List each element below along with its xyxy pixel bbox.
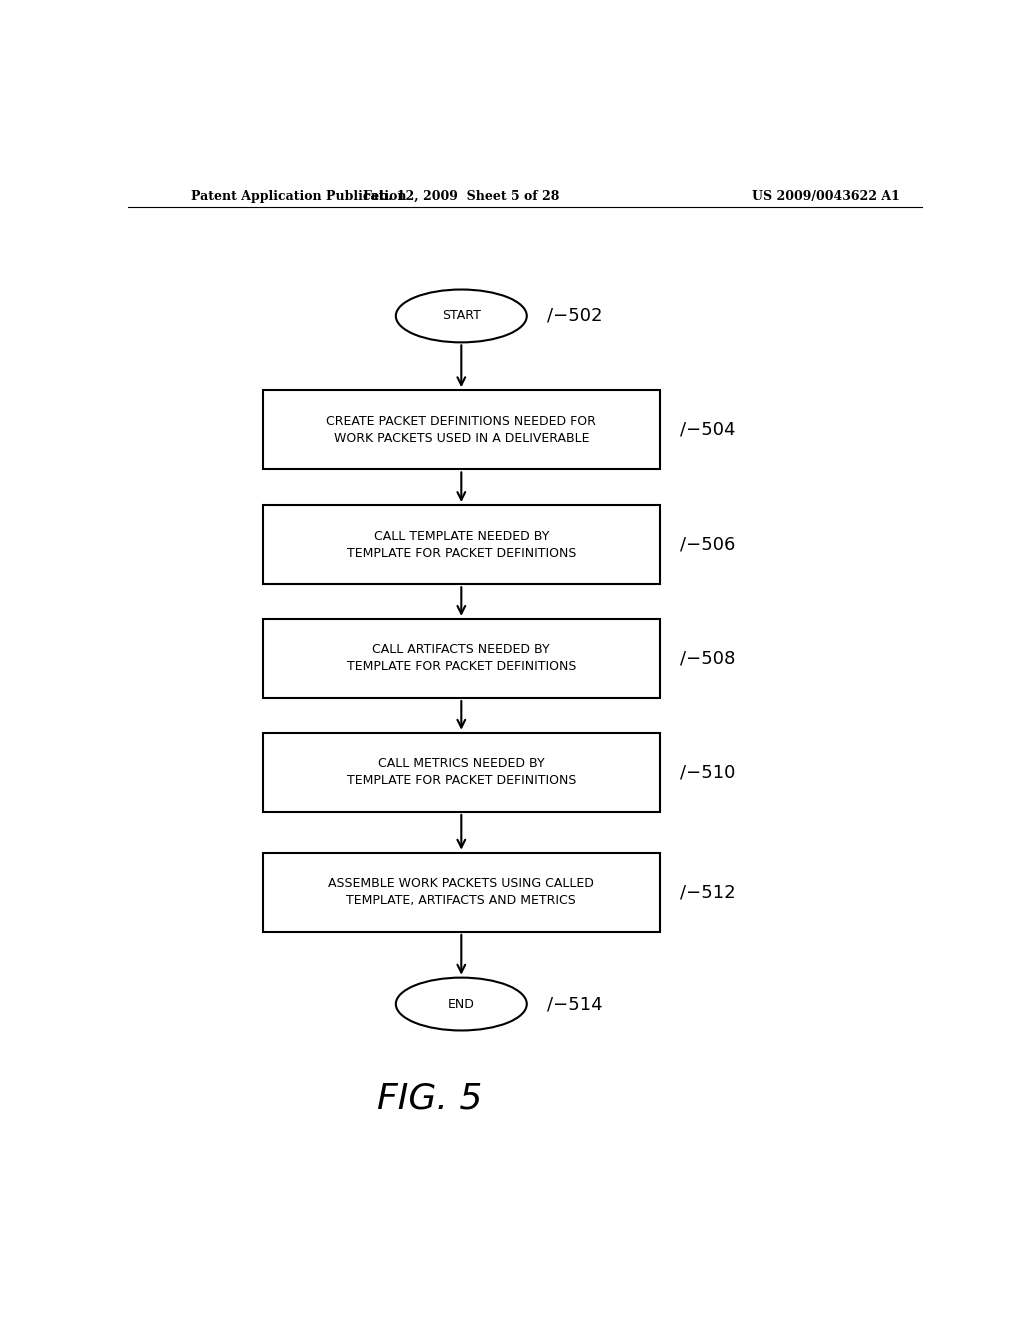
Text: ASSEMBLE WORK PACKETS USING CALLED
TEMPLATE, ARTIFACTS AND METRICS: ASSEMBLE WORK PACKETS USING CALLED TEMPL… (329, 878, 594, 907)
Text: US 2009/0043622 A1: US 2009/0043622 A1 (753, 190, 900, 202)
Text: /−508: /−508 (680, 649, 735, 668)
Text: CREATE PACKET DEFINITIONS NEEDED FOR
WORK PACKETS USED IN A DELIVERABLE: CREATE PACKET DEFINITIONS NEEDED FOR WOR… (327, 414, 596, 445)
Text: END: END (447, 998, 475, 1011)
Text: Patent Application Publication: Patent Application Publication (191, 190, 407, 202)
Text: START: START (442, 309, 480, 322)
FancyBboxPatch shape (263, 733, 659, 812)
Text: CALL ARTIFACTS NEEDED BY
TEMPLATE FOR PACKET DEFINITIONS: CALL ARTIFACTS NEEDED BY TEMPLATE FOR PA… (347, 643, 575, 673)
Text: /−502: /−502 (547, 308, 602, 325)
FancyBboxPatch shape (263, 619, 659, 698)
Text: /−506: /−506 (680, 536, 735, 553)
FancyBboxPatch shape (263, 853, 659, 932)
Text: /−510: /−510 (680, 763, 735, 781)
Text: CALL METRICS NEEDED BY
TEMPLATE FOR PACKET DEFINITIONS: CALL METRICS NEEDED BY TEMPLATE FOR PACK… (347, 758, 575, 787)
Text: Feb. 12, 2009  Sheet 5 of 28: Feb. 12, 2009 Sheet 5 of 28 (364, 190, 559, 202)
FancyBboxPatch shape (263, 506, 659, 585)
Text: FIG. 5: FIG. 5 (377, 1081, 482, 1115)
Text: /−512: /−512 (680, 883, 735, 902)
FancyBboxPatch shape (263, 391, 659, 470)
Ellipse shape (396, 289, 526, 342)
Text: /−514: /−514 (547, 995, 602, 1012)
Text: /−504: /−504 (680, 421, 735, 438)
Ellipse shape (396, 978, 526, 1031)
Text: CALL TEMPLATE NEEDED BY
TEMPLATE FOR PACKET DEFINITIONS: CALL TEMPLATE NEEDED BY TEMPLATE FOR PAC… (347, 529, 575, 560)
